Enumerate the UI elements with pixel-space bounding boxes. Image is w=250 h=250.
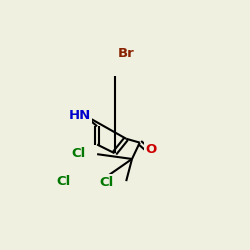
Text: HN: HN — [68, 109, 91, 122]
Text: Cl: Cl — [56, 174, 70, 188]
Text: Cl: Cl — [100, 176, 114, 188]
Text: Cl: Cl — [72, 147, 86, 160]
Text: Br: Br — [118, 46, 134, 60]
Text: O: O — [146, 143, 157, 156]
